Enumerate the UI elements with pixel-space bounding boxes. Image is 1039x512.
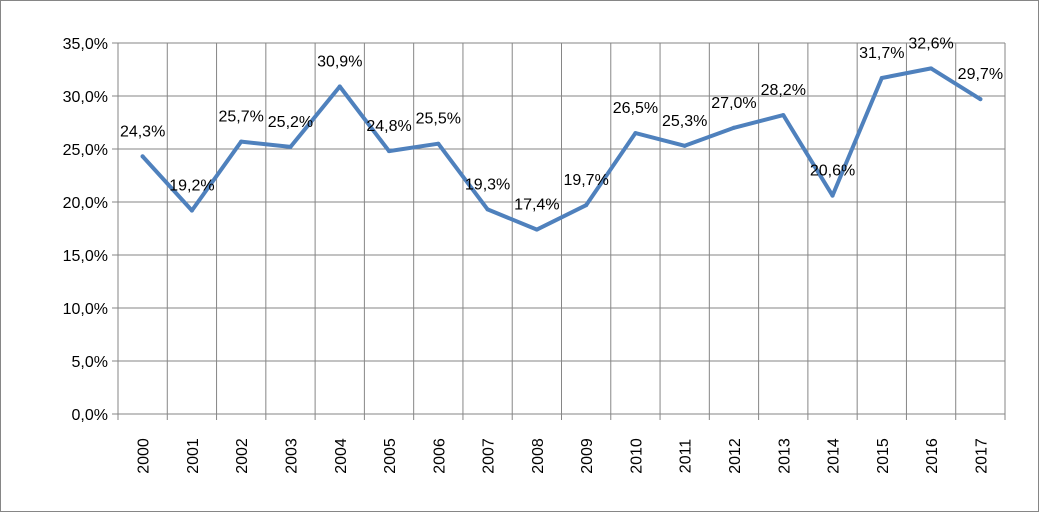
x-tick-label: 2001	[185, 438, 202, 474]
data-label: 32,6%	[908, 35, 953, 52]
y-axis-ticks: 0,0% 5,0% 10,0% 15,0% 20,0% 25,0% 30,0% 35,0%	[63, 36, 118, 424]
x-tick-label: 2010	[628, 438, 645, 474]
data-label: 25,5%	[416, 111, 461, 128]
x-tick-label: 2002	[234, 438, 251, 474]
x-tick-label: 2011	[678, 439, 695, 474]
data-label: 17,4%	[514, 197, 559, 214]
gridlines	[118, 42, 1006, 420]
x-tick-label: 2007	[481, 438, 498, 474]
y-tick-label: 20,0%	[63, 195, 108, 212]
x-tick-label: 2017	[973, 438, 990, 474]
axes	[117, 43, 1005, 420]
x-tick-label: 2006	[431, 438, 448, 474]
data-point	[978, 97, 983, 102]
x-tick-label: 2004	[333, 438, 350, 474]
data-label: 19,3%	[465, 176, 510, 193]
x-tick-label: 2009	[579, 438, 596, 474]
data-label: 29,7%	[958, 66, 1003, 83]
data-label: 28,2%	[761, 82, 806, 99]
data-point	[781, 113, 786, 118]
data-point	[830, 193, 835, 198]
data-point	[485, 207, 490, 212]
data-point	[879, 75, 884, 80]
data-point	[436, 141, 441, 146]
data-point	[337, 84, 342, 89]
y-tick-label: 15,0%	[63, 248, 108, 265]
data-label: 24,8%	[366, 118, 411, 135]
x-tick-label: 2013	[776, 438, 793, 474]
data-point	[682, 143, 687, 148]
data-point	[189, 208, 194, 213]
x-tick-label: 2003	[283, 438, 300, 474]
data-label: 30,9%	[317, 53, 362, 70]
data-point	[584, 203, 589, 208]
data-label: 27,0%	[711, 95, 756, 112]
data-label: 26,5%	[613, 100, 658, 117]
x-tick-label: 2005	[382, 438, 399, 474]
data-point	[929, 66, 934, 71]
x-tick-label: 2016	[924, 438, 941, 474]
y-tick-label: 30,0%	[63, 89, 108, 106]
series	[140, 66, 983, 232]
data-point	[288, 144, 293, 149]
data-point	[140, 154, 145, 159]
data-label: 19,7%	[563, 172, 608, 189]
y-tick-label: 35,0%	[63, 36, 108, 53]
y-tick-label: 25,0%	[63, 142, 108, 159]
x-tick-label: 2014	[826, 438, 843, 474]
series-line	[140, 66, 983, 232]
data-label: 31,7%	[859, 45, 904, 62]
x-tick-label: 2000	[136, 438, 153, 474]
data-point	[239, 139, 244, 144]
y-tick-label: 5,0%	[72, 354, 108, 371]
data-point	[534, 227, 539, 232]
data-label: 25,7%	[219, 109, 264, 126]
data-point	[731, 125, 736, 130]
data-point	[387, 149, 392, 154]
data-label: 19,2%	[169, 177, 214, 194]
data-label: 25,3%	[662, 113, 707, 130]
data-label: 24,3%	[120, 123, 165, 140]
data-labels: 24,3% 19,2% 25,7% 25,2% 30,9% 24,8% 25,5% 19,3%…	[120, 35, 1003, 213]
x-tick-label: 2012	[727, 438, 744, 474]
data-label: 25,2%	[268, 114, 313, 131]
x-tick-label: 2008	[530, 438, 547, 474]
y-tick-label: 10,0%	[63, 301, 108, 318]
x-tick-label: 2015	[875, 438, 892, 474]
data-label: 20,6%	[810, 163, 855, 180]
x-axis-ticks: 2000 2001 2002 2003 2004 2005 2006 2007 2008 2009…	[136, 438, 991, 474]
y-tick-label: 0,0%	[72, 407, 108, 424]
data-point	[633, 131, 638, 136]
